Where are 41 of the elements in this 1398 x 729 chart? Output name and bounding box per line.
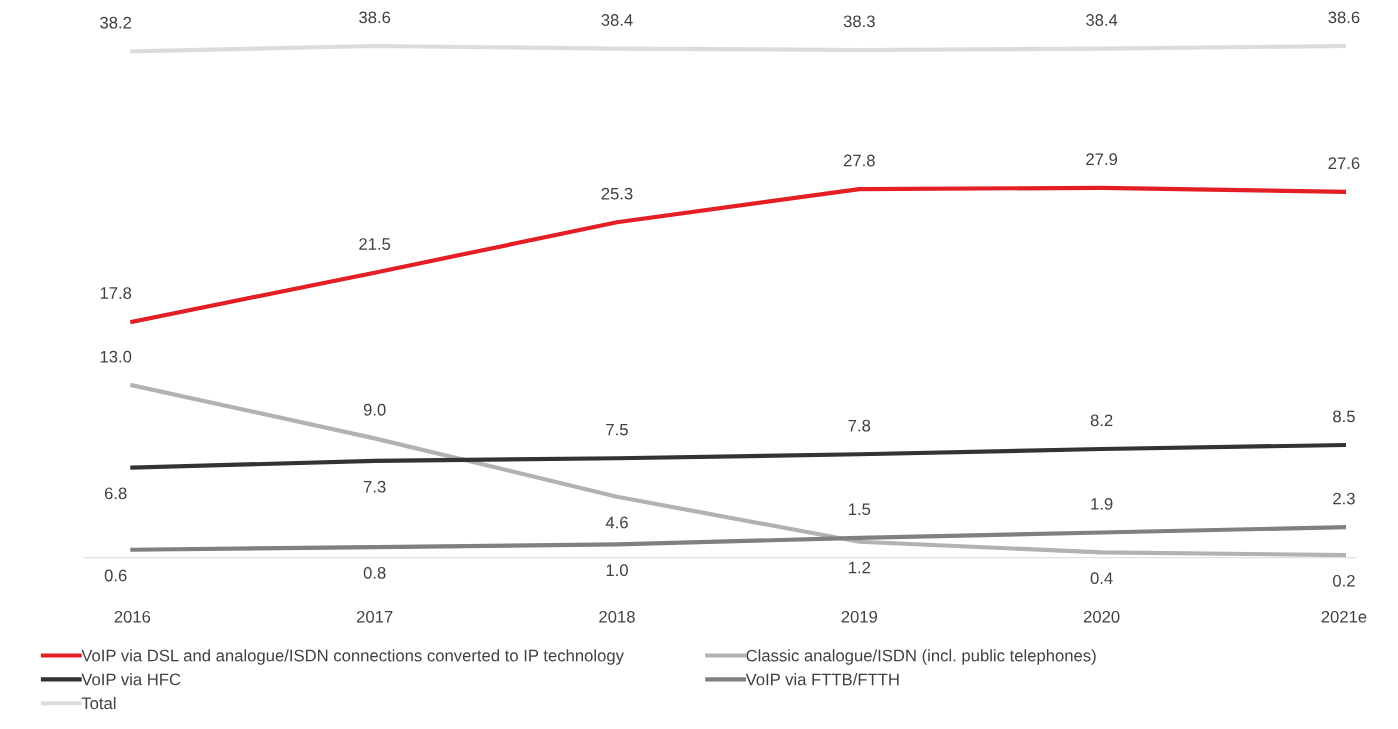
x-tick-label: 2019 (841, 610, 878, 623)
data-label: 27.8 (843, 154, 875, 167)
x-tick-label: 2016 (114, 610, 151, 623)
data-label: 0.2 (1333, 574, 1355, 587)
data-label: 25.3 (601, 187, 633, 200)
data-label: 17.8 (100, 287, 132, 299)
data-label: 6.8 (104, 487, 127, 500)
data-label: 38.6 (359, 11, 391, 24)
data-label: 2.3 (1333, 492, 1355, 505)
data-label: 9.0 (363, 403, 386, 416)
data-label: 1.2 (848, 561, 871, 574)
data-label: 38.2 (100, 16, 132, 29)
data-label: 21.5 (359, 238, 391, 250)
legend-label: VoIP via HFC (81, 673, 181, 686)
data-label: 38.4 (601, 14, 633, 26)
legend-label: Classic analogue/ISDN (incl. public telephones) (746, 649, 1096, 665)
x-tick-label: 2018 (599, 610, 635, 623)
legend-label: VoIP via FTTB/FTTH (745, 673, 899, 686)
data-label: 38.6 (1328, 11, 1360, 24)
data-label: 13.0 (100, 350, 132, 363)
data-label: 1.5 (848, 503, 871, 516)
data-label: 8.2 (1090, 414, 1113, 427)
x-tick-label: 2017 (356, 610, 393, 623)
data-label: 7.5 (606, 423, 628, 436)
data-label: 8.5 (1333, 410, 1355, 423)
data-label: 7.8 (848, 419, 871, 432)
legend-label: VoIP via DSL and analogue/ISDN connections converted to IP technology (81, 649, 624, 665)
data-label: 38.3 (843, 15, 875, 28)
data-label: 0.4 (1090, 572, 1113, 585)
data-label: 0.8 (363, 566, 386, 579)
legend-label: Total (81, 696, 116, 710)
x-tick-label: 2020 (1083, 610, 1120, 623)
data-label: 1.9 (1091, 497, 1113, 510)
data-label: 1.0 (606, 564, 628, 577)
data-label: 27.6 (1328, 157, 1360, 170)
data-label: 7.3 (363, 480, 386, 493)
data-label: 0.6 (104, 569, 127, 582)
data-label: 4.6 (605, 516, 628, 529)
data-label: 38.4 (1086, 14, 1118, 26)
data-label: 27.9 (1086, 153, 1118, 166)
x-tick-label: 2021e (1321, 610, 1367, 623)
